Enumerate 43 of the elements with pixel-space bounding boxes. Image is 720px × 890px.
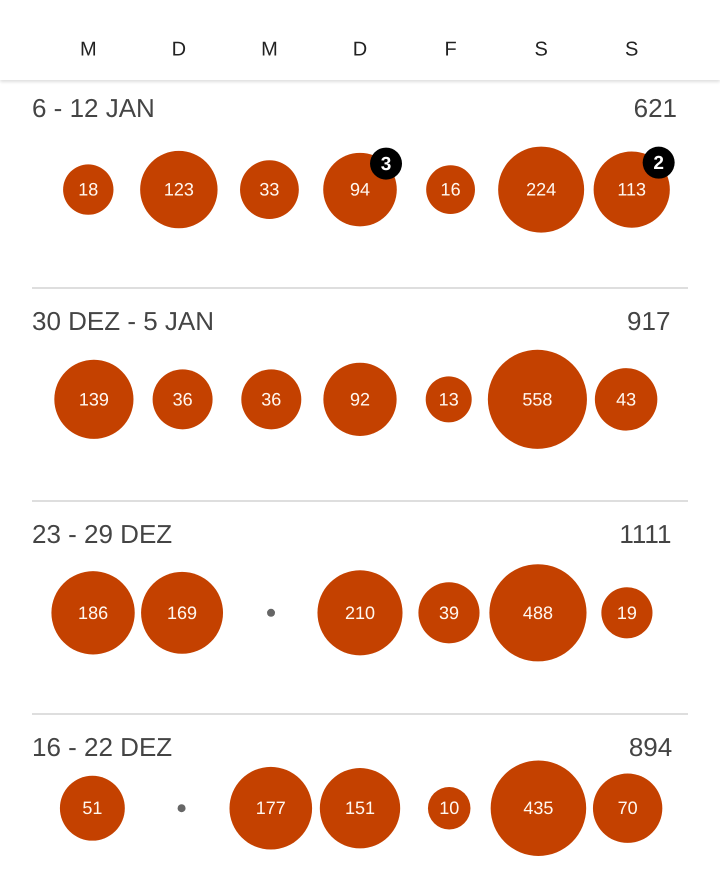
category-label: D xyxy=(352,38,368,61)
data-label: 16 xyxy=(440,180,461,200)
text: 16 - 22 DEZ xyxy=(32,732,172,762)
text: 894 xyxy=(628,732,672,762)
data-label: 2 xyxy=(653,152,664,174)
data-label: 186 xyxy=(78,602,108,623)
data-label: 36 xyxy=(261,389,282,410)
text: 917 xyxy=(627,306,670,336)
data-label: 3 xyxy=(380,154,392,175)
text: 30 DEZ - 5 JAN xyxy=(32,306,214,336)
data-label: 43 xyxy=(616,389,636,410)
category-label: M xyxy=(80,38,97,61)
data-label: 177 xyxy=(256,798,286,818)
data-label: 210 xyxy=(344,602,376,623)
category-label: M xyxy=(261,38,278,61)
data-label: 13 xyxy=(438,389,459,410)
data-label: 33 xyxy=(259,180,280,200)
data-label: 488 xyxy=(522,602,553,623)
data-label: 435 xyxy=(523,798,554,818)
text: 1111 xyxy=(619,518,672,549)
data-label: 39 xyxy=(438,602,459,623)
data-label: 18 xyxy=(78,180,98,200)
text: 621 xyxy=(634,92,678,123)
data-label: 51 xyxy=(82,798,102,818)
data-label: 139 xyxy=(78,389,109,410)
category-label: F xyxy=(444,38,457,61)
text: 23 - 29 DEZ xyxy=(32,518,172,549)
category-label: D xyxy=(172,38,186,61)
category-label: S xyxy=(625,38,638,61)
data-label: 151 xyxy=(344,798,376,818)
data-label: 92 xyxy=(350,389,370,410)
data-label: 10 xyxy=(439,798,460,818)
data-label: 169 xyxy=(167,602,198,623)
data-label: 558 xyxy=(522,389,552,410)
data-label: 19 xyxy=(616,602,637,623)
data-label: 224 xyxy=(526,180,556,200)
category-label: S xyxy=(534,38,548,61)
data-label: 36 xyxy=(172,389,193,410)
data-label: 94 xyxy=(350,180,370,200)
data-label: 113 xyxy=(617,180,646,200)
data-label: 123 xyxy=(164,180,194,200)
data-label: 70 xyxy=(618,798,638,818)
text: 6 - 12 JAN xyxy=(32,92,155,123)
